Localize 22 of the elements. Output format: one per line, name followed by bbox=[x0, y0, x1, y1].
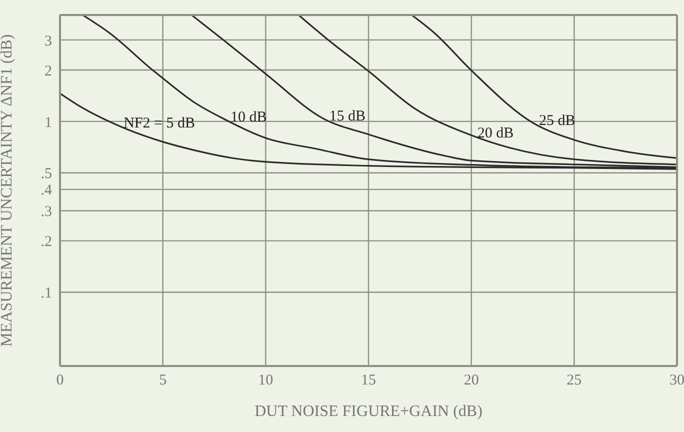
y-tick-label: 2 bbox=[44, 63, 52, 80]
y-tick-label: .4 bbox=[40, 182, 52, 199]
series-label: 20 dB bbox=[477, 125, 514, 142]
series-label: 25 dB bbox=[539, 112, 576, 129]
y-tick-label: .1 bbox=[40, 286, 52, 302]
x-tick-label: 25 bbox=[566, 372, 582, 389]
x-tick-label: 5 bbox=[159, 372, 167, 389]
series-label: NF2 = 5 dB bbox=[124, 115, 195, 132]
y-tick-label: .2 bbox=[40, 234, 52, 250]
y-tick-label: .5 bbox=[40, 166, 52, 182]
series-label: 10 dB bbox=[230, 109, 267, 126]
x-tick-label: 30 bbox=[670, 372, 684, 389]
x-tick-label: 20 bbox=[464, 372, 479, 389]
x-tick-label: 0 bbox=[56, 372, 64, 389]
y-tick-label: 1 bbox=[44, 114, 52, 131]
y-tick-label: .3 bbox=[40, 204, 52, 220]
x-axis-title: DUT NOISE FIGURE+GAIN (dB) bbox=[254, 403, 482, 420]
x-tick-label: 10 bbox=[258, 372, 274, 389]
x-tick-label: 15 bbox=[361, 372, 376, 389]
y-tick-label: 3 bbox=[44, 33, 52, 50]
series-label: 15 dB bbox=[329, 108, 366, 125]
y-axis-title: MEASUREMENT UNCERTAINTY ΔNF1 (dB) bbox=[0, 34, 16, 347]
